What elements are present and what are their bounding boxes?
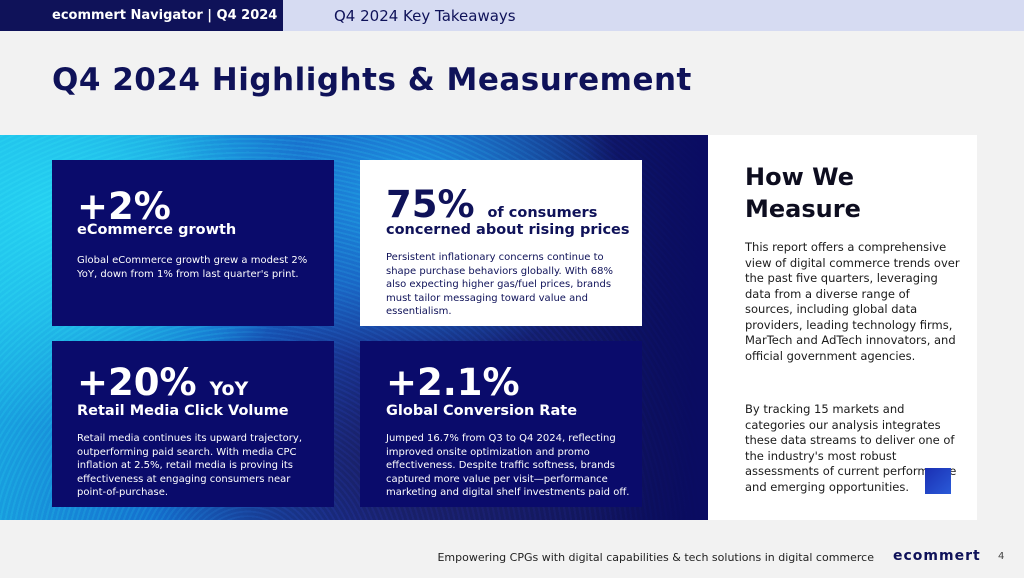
stat-subtitle: Retail Media Click Volume — [77, 403, 289, 419]
panel-paragraph-2: By tracking 15 markets and categories ou… — [745, 402, 957, 494]
how-we-measure-panel: How We Measure This report offers a comp… — [708, 135, 977, 520]
page-number: 4 — [998, 551, 1005, 562]
stat-subtitle: Global Conversion Rate — [386, 403, 578, 419]
stat-body: Global eCommerce growth grew a modest 2%… — [77, 255, 308, 280]
stat-body: Retail media continues its upward trajec… — [77, 433, 303, 498]
footer: Empowering CPGs with digital capabilitie… — [0, 537, 1024, 578]
stat-card-conversion-rate — [360, 341, 642, 507]
panel-paragraph-1: This report offers a comprehensive view … — [745, 240, 960, 363]
stat-number: +20% — [77, 361, 197, 404]
stat-subtitle: concerned about rising prices — [386, 222, 630, 238]
nav-label[interactable]: ecommert Navigator | Q4 2024 — [0, 0, 283, 31]
stat-card-ecommerce-growth — [52, 160, 334, 326]
stat-value: +2% — [77, 185, 171, 228]
stat-card-consumer-concern — [360, 160, 642, 326]
stat-body: Persistent inflationary concerns continu… — [386, 252, 613, 317]
stat-value: 75% of consumers — [386, 186, 597, 223]
tab-key-takeaways[interactable]: Q4 2024 Key Takeaways — [334, 6, 516, 25]
stat-card-retail-media — [52, 341, 334, 507]
stat-number: 75% — [386, 183, 475, 226]
stat-subtitle: eCommerce growth — [77, 222, 237, 238]
stat-suffix: YoY — [209, 378, 249, 400]
decorative-square — [925, 468, 951, 494]
page-title: Q4 2024 Highlights & Measurement — [52, 62, 692, 98]
brand-logo: ecommert — [893, 548, 981, 564]
footer-tagline: Empowering CPGs with digital capabilitie… — [437, 551, 874, 564]
top-bar: ecommert Navigator | Q4 2024 Q4 2024 Key… — [0, 0, 1024, 31]
stat-value: +20% YoY — [77, 364, 248, 401]
stat-suffix: of consumers — [487, 205, 598, 221]
panel-title: How We Measure — [745, 163, 861, 223]
stat-body: Jumped 16.7% from Q3 to Q4 2024, reflect… — [386, 433, 630, 498]
stat-value: +2.1% — [386, 361, 520, 404]
